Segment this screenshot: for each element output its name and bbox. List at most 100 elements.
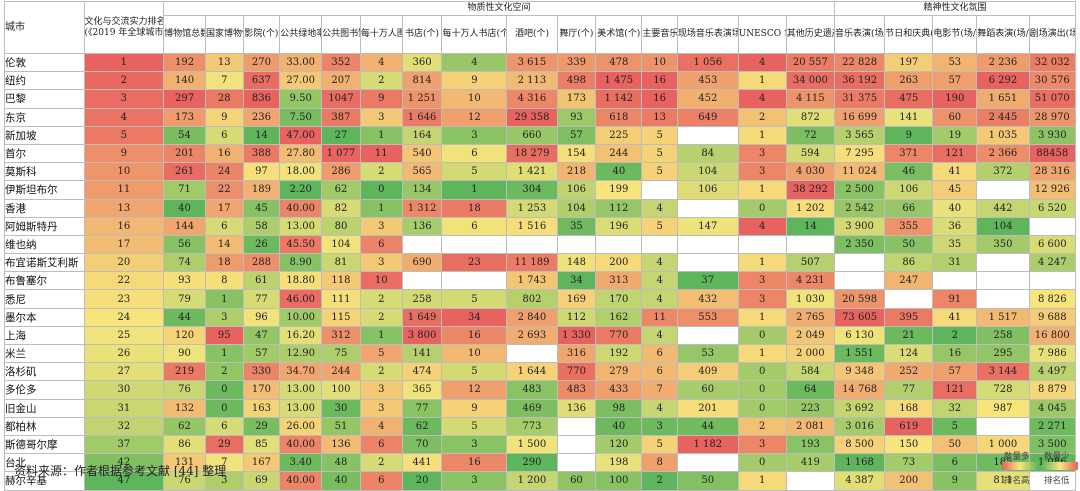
column-header: 剧场演出(场/年) (1028, 15, 1077, 54)
value-cell: 45.50 (279, 234, 323, 255)
column-header: UNESCO 世界遗产(个) (737, 15, 787, 54)
table-row: 伦敦 1 192 13 270 33.00 352 4 360 4 3 615 339 478 10 1 0… (4, 52, 1077, 73)
value-cell: 77 (884, 380, 934, 400)
value-cell: 196 (595, 216, 643, 236)
value-cell: 34 000 (785, 71, 835, 91)
value-cell: 312 (321, 325, 361, 346)
column-header: 舞厅(个) (556, 15, 597, 54)
table-row: 斯德哥尔摩 37 86 29 85 40.00 136 6 70 3 1 500 120 5 1 182 3… (4, 434, 1077, 455)
value-cell: 21 (884, 325, 934, 346)
value-cell: 40 (932, 198, 978, 218)
column-header: 公共图书馆(个) (321, 15, 361, 54)
value-cell: 136 (321, 434, 361, 455)
color-legend: 数量多 数量少 排名高 排名低 (1000, 450, 1080, 486)
value-cell: 433 (595, 380, 643, 400)
value-cell: 3 (359, 216, 403, 236)
value-cell: 1047 (321, 89, 361, 109)
city-column-header: 城市 (4, 1, 85, 54)
value-cell: 170 (595, 289, 643, 309)
value-cell: 35 (556, 216, 597, 236)
rank-cell: 30 (83, 380, 165, 400)
value-cell: 6 (359, 471, 403, 491)
value-cell: 13.00 (279, 398, 323, 418)
table-row: 巴黎 3 297 28 836 9.50 1047 9 1 251 10 4 316 173 1 142… (4, 89, 1077, 109)
value-cell: 40.00 (279, 198, 323, 218)
table-row: 多伦多 30 76 0 170 13.00 100 3 365 12 483 483 433 7 60 0 64… (4, 380, 1077, 400)
rank-column-header: 文化与交流实力排名(《2019 年全球城市实力指数报告》) (83, 1, 165, 54)
value-cell: 73 605 (833, 307, 886, 327)
legend-less-label: 数量少 (1044, 452, 1070, 462)
value-cell: 163 (242, 398, 281, 418)
value-cell: 5 (641, 434, 678, 455)
city-name: 东京 (4, 107, 85, 127)
value-cell: 136 (556, 398, 597, 418)
city-name: 斯德哥尔摩 (4, 434, 85, 455)
value-cell: 9 348 (833, 362, 886, 382)
value-cell: 1 500 (506, 434, 558, 455)
value-cell: 106 (676, 180, 739, 200)
value-cell: 5 (932, 416, 978, 436)
value-cell: 6 292 (976, 71, 1030, 91)
value-cell: 7.50 (279, 107, 323, 127)
value-cell: 57 (932, 71, 978, 91)
rank-cell: 32 (83, 416, 165, 436)
value-cell: 47 (242, 325, 281, 346)
value-cell: 73 (884, 453, 934, 473)
value-cell: 5 (441, 289, 508, 309)
empty-cell (932, 271, 978, 291)
value-cell: 27.00 (279, 71, 323, 91)
empty-cell (556, 234, 597, 255)
value-cell: 85 (242, 434, 281, 455)
value-cell: 86 (884, 253, 934, 273)
value-cell: 350 (976, 234, 1030, 255)
value-cell: 247 (884, 271, 934, 291)
value-cell: 64 (785, 380, 835, 400)
table-row: 伊斯坦布尔 11 71 22 189 2.20 62 0 134 1 304 106 199 106 1 38… (4, 180, 1077, 200)
empty-cell (676, 453, 739, 473)
value-cell: 6 (204, 216, 244, 236)
value-cell: 263 (884, 71, 934, 91)
value-cell: 16.20 (279, 325, 323, 346)
value-cell: 35 (932, 234, 978, 255)
value-cell: 244 (595, 143, 643, 164)
value-cell: 3 144 (976, 362, 1030, 382)
value-cell: 5 (441, 416, 508, 436)
value-cell: 4 231 (785, 271, 835, 291)
column-header: 公共绿地率(%) (279, 15, 323, 54)
value-cell: 1 251 (401, 89, 443, 109)
empty-cell (833, 253, 886, 273)
value-cell: 2 (359, 71, 403, 91)
value-cell: 9 (204, 107, 244, 127)
value-cell: 1 182 (676, 434, 739, 455)
value-cell: 3 (737, 434, 787, 455)
value-cell: 1 646 (401, 107, 443, 127)
value-cell: 2 (737, 416, 787, 436)
empty-cell (595, 234, 643, 255)
value-cell: 111 (321, 289, 361, 309)
value-cell: 121 (932, 143, 978, 164)
value-cell: 0 (737, 453, 787, 473)
value-cell: 1 (737, 180, 787, 200)
city-name: 墨尔本 (4, 307, 85, 327)
rank-cell: 9 (83, 143, 165, 164)
value-cell: 62 (321, 180, 361, 200)
value-cell: 9 (359, 89, 403, 109)
value-cell: 104 (676, 162, 739, 182)
empty-cell (556, 434, 597, 455)
value-cell: 173 (556, 89, 597, 109)
table-row: 米兰 26 90 1 57 12.90 75 5 141 10 316 192 6 53 1 2 000 1 5… (4, 343, 1077, 364)
value-cell: 12 (441, 380, 508, 400)
value-cell: 22 828 (833, 52, 886, 73)
value-cell: 0 (737, 362, 787, 382)
value-cell: 106 (884, 180, 934, 200)
value-cell: 45 (242, 198, 281, 218)
value-cell: 12 926 (1028, 180, 1077, 200)
value-cell: 3 (441, 125, 508, 145)
value-cell: 330 (242, 362, 281, 382)
value-cell: 20 557 (785, 52, 835, 73)
value-cell: 6 (359, 234, 403, 255)
value-cell: 8 500 (833, 434, 886, 455)
value-cell: 36 (932, 216, 978, 236)
value-cell: 84 (676, 143, 739, 164)
value-cell: 72 (785, 125, 835, 145)
